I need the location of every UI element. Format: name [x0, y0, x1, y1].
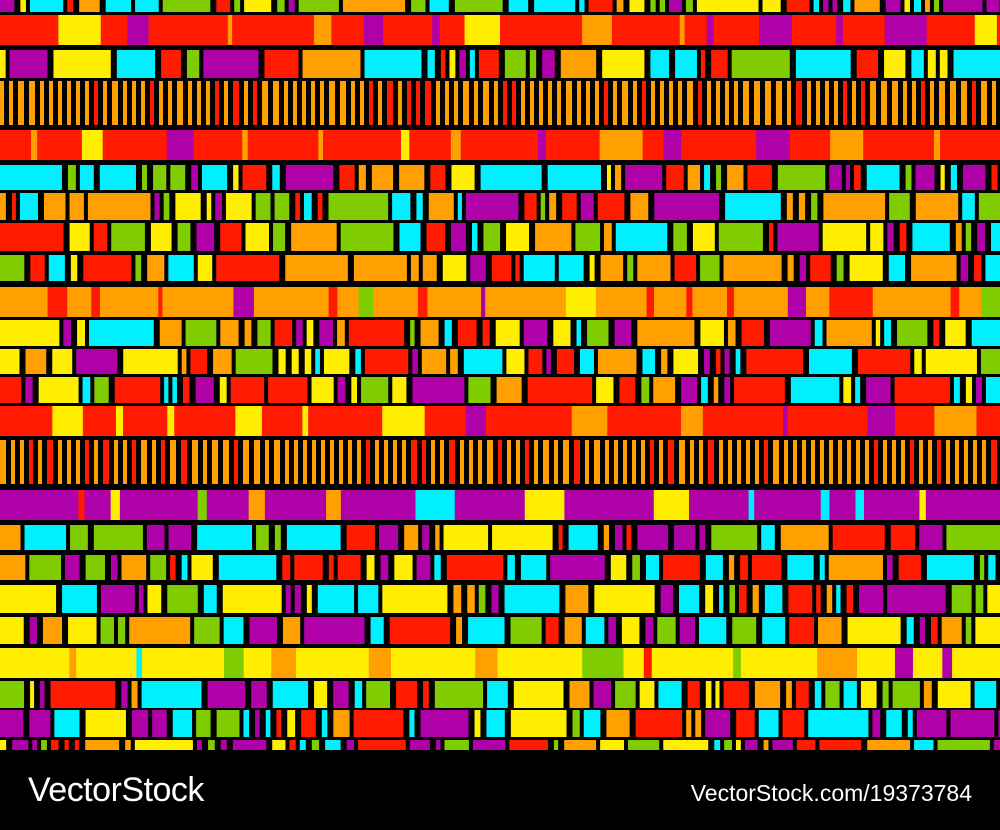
watermark-bar: VectorStock VectorStock.com/19373784 — [0, 750, 1000, 830]
image-credit: VectorStock.com/19373784 — [690, 780, 972, 806]
color-stripes-pattern — [0, 0, 1000, 750]
vectorstock-logo: VectorStock — [28, 771, 204, 809]
